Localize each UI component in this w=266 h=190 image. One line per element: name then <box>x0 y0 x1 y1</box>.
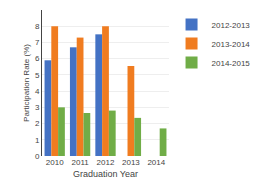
svg-text:2012: 2012 <box>97 158 115 167</box>
svg-text:2012-2013: 2012-2013 <box>212 21 251 30</box>
svg-text:5: 5 <box>35 71 40 80</box>
svg-text:2010: 2010 <box>46 158 64 167</box>
svg-text:4: 4 <box>35 87 40 96</box>
svg-text:2013: 2013 <box>122 158 140 167</box>
svg-text:6: 6 <box>35 54 40 63</box>
svg-text:2014: 2014 <box>147 158 165 167</box>
svg-text:2013-2014: 2013-2014 <box>212 40 251 49</box>
svg-text:2014-2015: 2014-2015 <box>212 59 251 68</box>
svg-text:Participation Rate (%): Participation Rate (%) <box>22 44 31 122</box>
svg-text:8: 8 <box>35 22 40 31</box>
svg-text:7: 7 <box>35 38 40 47</box>
svg-text:2: 2 <box>35 119 40 128</box>
svg-text:3: 3 <box>35 103 40 112</box>
svg-text:1: 1 <box>35 136 40 145</box>
svg-text:0: 0 <box>35 152 40 161</box>
svg-text:Graduation Year: Graduation Year <box>73 169 138 179</box>
svg-text:2011: 2011 <box>71 158 89 167</box>
